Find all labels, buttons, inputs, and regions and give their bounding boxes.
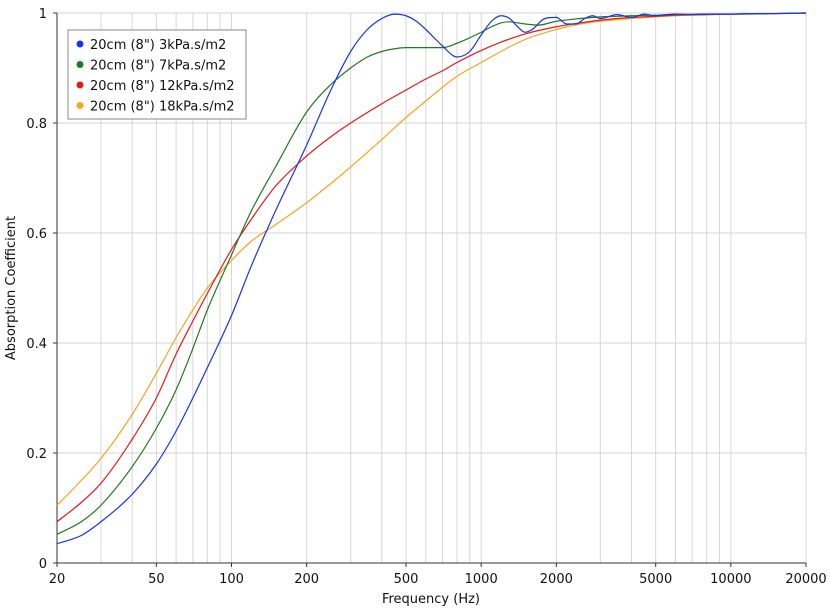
legend-box [67,29,247,120]
x-tick-labels: 20 50 100 200 500 1000 2000 5000 10000 20000 [49,563,827,587]
legend-marker [76,81,84,89]
x-tick-label: 5000 [639,572,672,587]
series-line-1 [56,12,807,545]
legend-label: 20cm (8") 7kPa.s/m2 [90,59,226,74]
y-tick-label: 0.6 [26,227,47,242]
legend-label: 20cm (8") 18kPa.s/m2 [90,100,235,115]
legend-marker [76,40,84,48]
legend: 20cm (8") 3kPa.s/m2 20cm (8") 7kPa.s/m2 20… [67,29,247,120]
x-axis-title: Frequency (Hz) [382,592,480,607]
axes-layer [56,13,806,564]
x-tick-label: 200 [294,572,319,587]
legend-label: 20cm (8") 12kPa.s/m2 [90,79,235,94]
y-tick-label: 1 [39,7,47,22]
legend-marker [76,61,84,68]
x-tick-label: 100 [219,572,244,587]
y-tick-label: 0.2 [26,447,47,462]
y-tick-label: 0.4 [26,337,47,352]
x-tick-label: 2000 [540,572,573,587]
y-tick-labels: 0 0.2 0.4 0.6 0.8 1 [26,7,57,572]
x-tick-label: 1000 [465,572,498,587]
x-tick-label: 20000 [785,572,826,587]
y-tick-label: 0.8 [26,117,47,132]
x-tick-label: 10000 [710,572,751,587]
y-tick-label: 0 [39,557,47,572]
series-layer [56,12,807,545]
series-line-3 [56,12,807,523]
x-tick-label: 50 [148,572,165,587]
x-tick-label: 20 [49,572,66,587]
legend-label: 20cm (8") 3kPa.s/m2 [90,38,226,53]
y-axis-title: Absorption Coefficient [4,216,19,360]
x-tick-label: 500 [394,572,419,587]
legend-marker [76,102,84,109]
